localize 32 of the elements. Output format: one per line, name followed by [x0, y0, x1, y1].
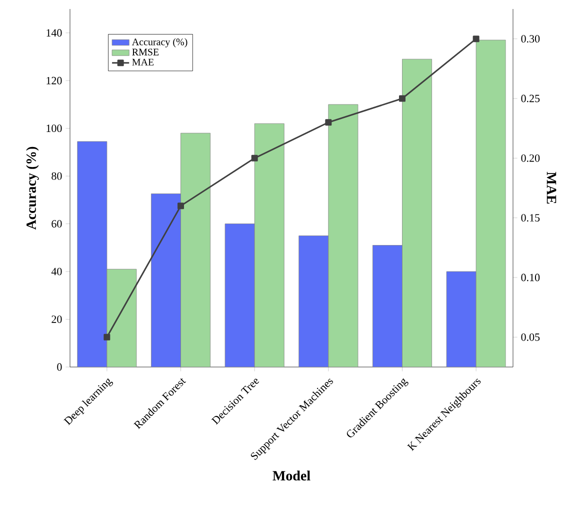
- y2-tick-label: 0.05: [521, 333, 540, 341]
- point: [472, 36, 480, 42]
- y-tick-label: 40: [51, 268, 62, 276]
- y2-tick-label: 0.15: [521, 214, 540, 222]
- bar: [446, 271, 476, 367]
- y2-tick-label: 0.20: [521, 154, 540, 162]
- point: [178, 202, 184, 210]
- y-tick-label: 120: [46, 76, 62, 84]
- y-axis-title: Accuracy (%): [26, 146, 39, 230]
- y-tick-label: 140: [46, 29, 62, 37]
- y2-tick-label: 0.10: [521, 274, 540, 282]
- bar: [77, 141, 108, 367]
- point: [104, 334, 110, 340]
- legend-label: RMSE: [132, 48, 159, 56]
- bar: [298, 236, 329, 367]
- y2-axis-title: MAE: [546, 172, 556, 204]
- legend-label: Accuracy (%): [132, 38, 188, 48]
- y-tick-label: 80: [52, 172, 62, 180]
- legend-label: MAE: [132, 58, 154, 66]
- y-tick-label: 100: [46, 124, 62, 132]
- point: [251, 154, 258, 162]
- point: [399, 95, 406, 102]
- y-tick-label: 0: [57, 363, 62, 371]
- y2-tick-label: 0.30: [521, 35, 540, 43]
- y-tick-label: 60: [52, 220, 62, 228]
- bar: [372, 245, 402, 367]
- y-tick-label: 20: [52, 316, 62, 323]
- x-axis-title: Model: [272, 470, 310, 480]
- point: [325, 119, 332, 126]
- bar: [151, 194, 181, 367]
- y2-tick-label: 0.25: [521, 94, 540, 102]
- bar: [224, 224, 255, 367]
